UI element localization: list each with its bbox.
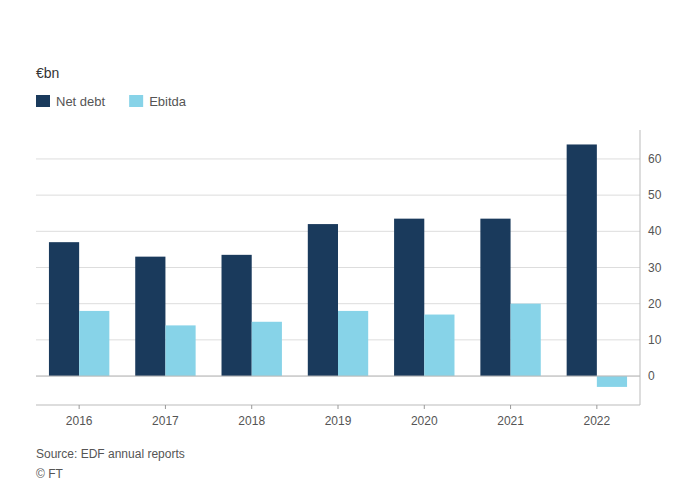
x-tick bbox=[251, 405, 252, 409]
bar bbox=[567, 144, 597, 376]
bar bbox=[222, 255, 252, 376]
bars bbox=[49, 144, 627, 386]
y-tick-label: 10 bbox=[648, 333, 662, 347]
y-tick-label: 60 bbox=[648, 152, 662, 166]
x-tick-label: 2020 bbox=[411, 414, 438, 428]
bar bbox=[424, 315, 454, 377]
x-tick-label: 2016 bbox=[66, 414, 93, 428]
zero-line bbox=[36, 376, 640, 377]
bar bbox=[308, 224, 338, 376]
bar bbox=[480, 219, 510, 376]
grid-line bbox=[36, 195, 640, 196]
y-tick-label: 20 bbox=[648, 297, 662, 311]
chart: €bn Net debt Ebitda 0 10 20 30 40 50 60 2016 2017 20… bbox=[0, 0, 700, 500]
x-tick-label: 2018 bbox=[238, 414, 265, 428]
bar bbox=[252, 322, 282, 376]
legend: Net debt Ebitda bbox=[36, 94, 187, 109]
bar bbox=[597, 376, 627, 387]
annotation: Source: EDF annual reports bbox=[36, 447, 185, 461]
x-tick bbox=[596, 405, 597, 409]
grid-line bbox=[36, 158, 640, 159]
y-tick-label: 40 bbox=[648, 224, 662, 238]
y-tick-label: 50 bbox=[648, 188, 662, 202]
y-tick-label: 30 bbox=[648, 261, 662, 275]
x-tick bbox=[79, 405, 80, 409]
x-tick bbox=[424, 405, 425, 409]
x-tick-label: 2022 bbox=[584, 414, 611, 428]
x-tick-label: 2021 bbox=[497, 414, 524, 428]
bar bbox=[165, 325, 195, 376]
x-tick bbox=[338, 405, 339, 409]
bar bbox=[511, 304, 541, 376]
y-axis-label: €bn bbox=[36, 65, 59, 81]
bar bbox=[79, 311, 109, 376]
x-tick-label: 2017 bbox=[152, 414, 179, 428]
annotation: © FT bbox=[36, 467, 64, 481]
grid bbox=[36, 159, 640, 376]
x-tick bbox=[510, 405, 511, 409]
legend-swatch bbox=[36, 95, 50, 107]
bar bbox=[338, 311, 368, 376]
x-tick-label: 2019 bbox=[325, 414, 352, 428]
legend-label: Ebitda bbox=[149, 94, 187, 109]
x-tick bbox=[165, 405, 166, 409]
grid-line bbox=[36, 376, 640, 377]
bar bbox=[394, 219, 424, 376]
bar bbox=[135, 257, 165, 376]
y-tick-label: 0 bbox=[648, 369, 655, 383]
y-axis-line bbox=[640, 130, 641, 405]
bar bbox=[49, 242, 79, 376]
legend-label: Net debt bbox=[56, 94, 106, 109]
legend-swatch bbox=[129, 95, 143, 107]
